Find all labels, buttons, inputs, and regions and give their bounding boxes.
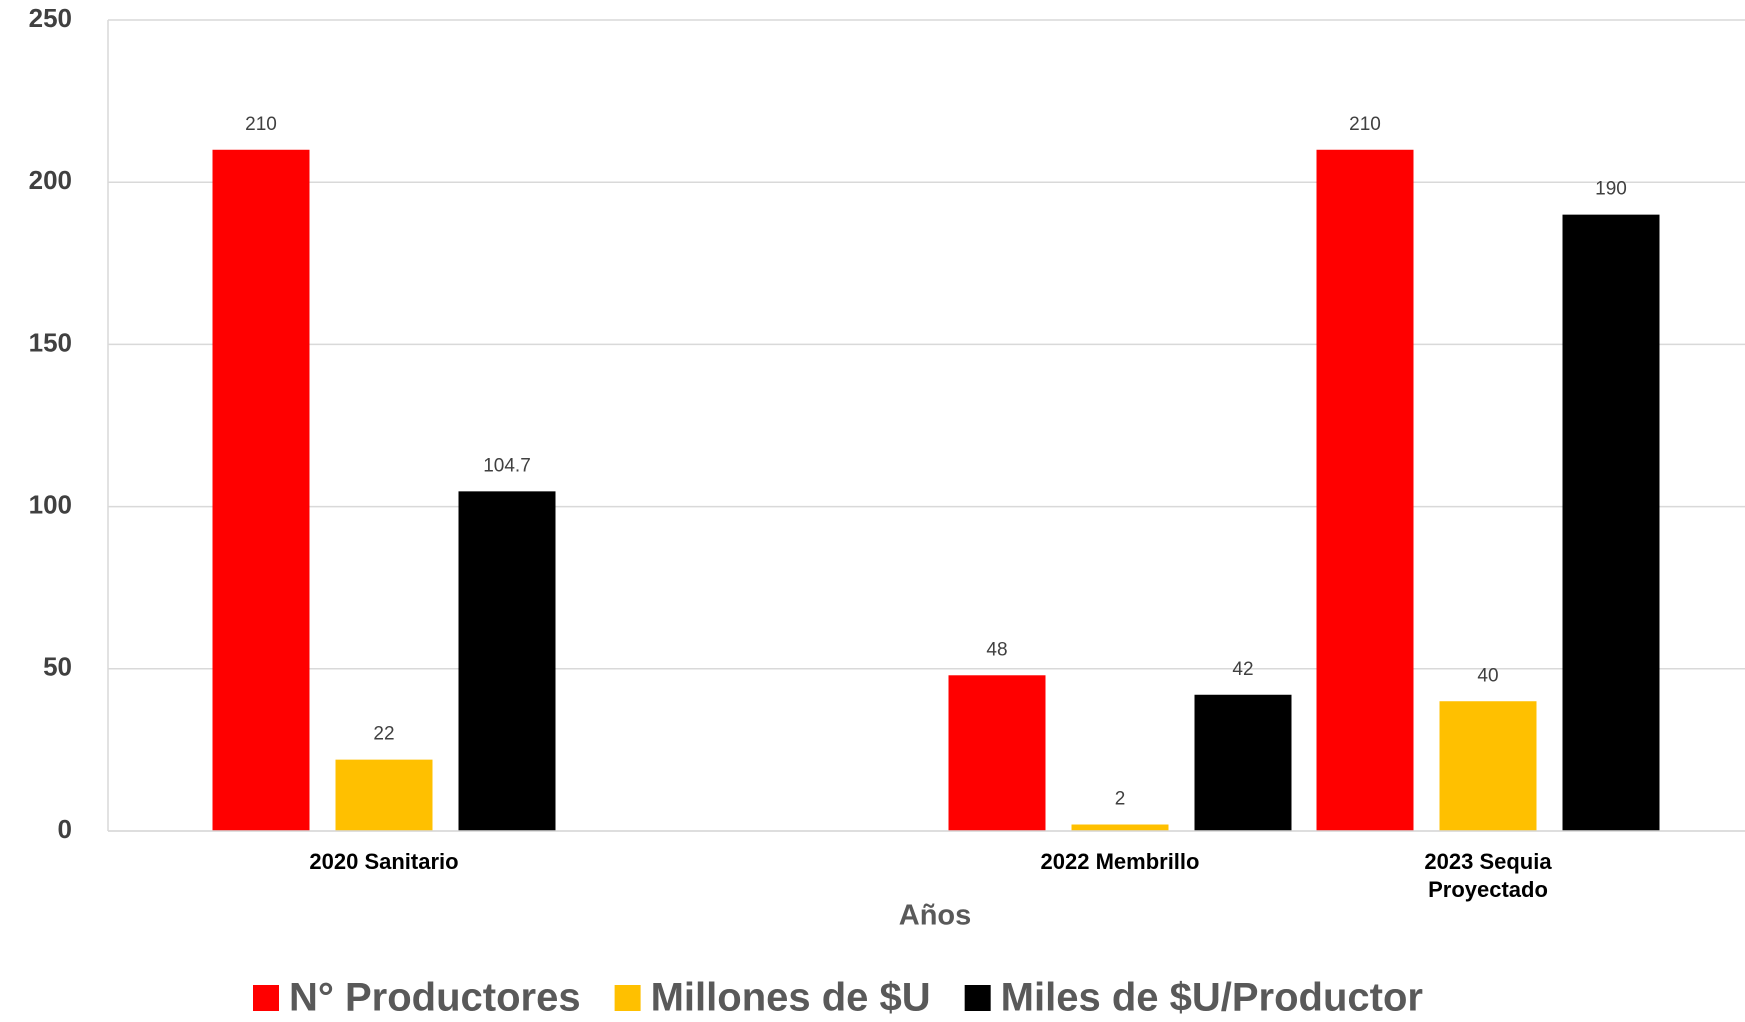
- bar: [458, 491, 556, 831]
- legend-swatch: [964, 985, 991, 1011]
- legend-label: Miles de $U/Productor: [1001, 976, 1423, 1020]
- y-tick-label: 0: [58, 814, 72, 844]
- data-label: 40: [1477, 665, 1498, 686]
- legend-swatch: [614, 985, 641, 1011]
- data-label: 22: [373, 724, 394, 745]
- bar: [212, 149, 310, 831]
- legend-swatch: [253, 985, 279, 1011]
- legend-label: N° Productores: [289, 976, 581, 1020]
- data-label: 48: [986, 639, 1007, 660]
- bar: [1194, 694, 1292, 831]
- bar: [1562, 214, 1660, 831]
- legend-label: Millones de $U: [651, 976, 931, 1020]
- y-tick-label: 50: [43, 652, 72, 682]
- x-tick-label: 2020 Sanitario: [309, 849, 459, 874]
- data-label: 210: [1349, 114, 1381, 135]
- data-label: 104.7: [483, 455, 531, 476]
- data-label: 210: [245, 114, 277, 135]
- x-tick-label: 2022 Membrillo: [1040, 849, 1200, 874]
- bar: [1071, 824, 1169, 831]
- y-tick-label: 200: [29, 165, 72, 195]
- y-tick-label: 150: [29, 327, 72, 357]
- data-label: 42: [1232, 659, 1253, 680]
- bar: [948, 675, 1046, 831]
- data-label: 2: [1115, 789, 1126, 810]
- y-tick-label: 250: [29, 3, 72, 33]
- x-tick-label: 2023 Sequia Proyectado: [1424, 849, 1552, 902]
- x-axis-title: Años: [899, 900, 972, 932]
- data-label: 190: [1595, 179, 1627, 200]
- bar: [1316, 149, 1414, 831]
- y-tick-label: 100: [29, 489, 72, 519]
- bar: [1439, 701, 1537, 831]
- bar: [335, 759, 433, 831]
